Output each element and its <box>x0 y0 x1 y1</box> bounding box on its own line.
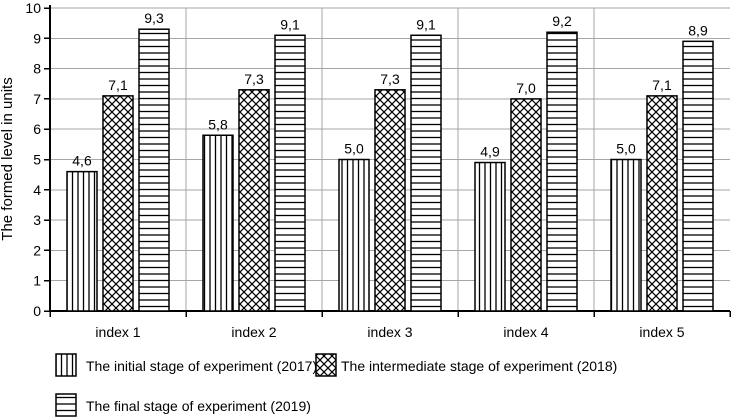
y-tick-label: 10 <box>25 0 41 16</box>
y-tick-label: 5 <box>33 152 41 168</box>
bar-value-label: 9,3 <box>144 10 164 26</box>
bar-value-label: 7,3 <box>244 71 264 87</box>
legend-swatch-vertical-lines <box>55 353 77 377</box>
bar-crosshatch <box>374 89 406 312</box>
bar-horizontal-lines <box>410 34 442 312</box>
bar-value-label: 5,8 <box>208 116 228 132</box>
y-tick-label: 8 <box>33 61 41 77</box>
bar-value-label: 7,1 <box>652 77 672 93</box>
bar-horizontal-lines <box>274 34 306 312</box>
y-tick-label: 1 <box>33 273 41 289</box>
x-category-label: index 1 <box>95 324 140 340</box>
y-tick-label: 2 <box>33 242 41 258</box>
y-tick-label: 4 <box>33 182 41 198</box>
bar-value-label: 7,3 <box>380 71 400 87</box>
legend-label: The final stage of experiment (2019) <box>86 398 311 414</box>
bar-horizontal-lines <box>138 28 170 312</box>
legend-swatch-crosshatch <box>315 353 337 377</box>
legend-label: The initial stage of experiment (2017) <box>86 358 317 374</box>
x-category-label: index 4 <box>503 324 548 340</box>
bar-value-label: 9,1 <box>280 16 300 32</box>
y-tick-label: 6 <box>33 121 41 137</box>
bar-value-label: 9,2 <box>552 13 572 29</box>
bar-crosshatch <box>510 98 542 312</box>
bar-horizontal-lines <box>682 40 714 312</box>
y-tick-label: 7 <box>33 91 41 107</box>
bar-value-label: 7,1 <box>108 77 128 93</box>
bar-vertical-lines <box>610 158 642 312</box>
y-tick-label: 0 <box>33 303 41 319</box>
x-category-label: index 2 <box>231 324 276 340</box>
bar-value-label: 4,9 <box>480 144 500 160</box>
x-category-label: index 5 <box>639 324 684 340</box>
bar-value-label: 7,0 <box>516 80 536 96</box>
legend-swatch-horizontal-lines <box>55 393 77 417</box>
bar-vertical-lines <box>66 170 98 312</box>
bar-value-label: 4,6 <box>72 153 92 169</box>
bar-vertical-lines <box>338 158 370 312</box>
bar-value-label: 9,1 <box>416 16 436 32</box>
y-tick-label: 3 <box>33 212 41 228</box>
bar-vertical-lines <box>474 161 506 312</box>
x-category-label: index 3 <box>367 324 412 340</box>
bar-crosshatch <box>102 95 134 312</box>
bar-value-label: 8,9 <box>688 22 708 38</box>
legend-label: The intermediate stage of experiment (20… <box>341 358 617 374</box>
bar-value-label: 5,0 <box>344 141 364 157</box>
bar-vertical-lines <box>202 134 234 312</box>
bar-crosshatch <box>238 89 270 312</box>
bar-horizontal-lines <box>546 31 578 312</box>
bar-crosshatch <box>646 95 678 312</box>
y-axis-title: The formed level in units <box>0 77 16 240</box>
y-tick-label: 9 <box>33 30 41 46</box>
bar-value-label: 5,0 <box>616 141 636 157</box>
